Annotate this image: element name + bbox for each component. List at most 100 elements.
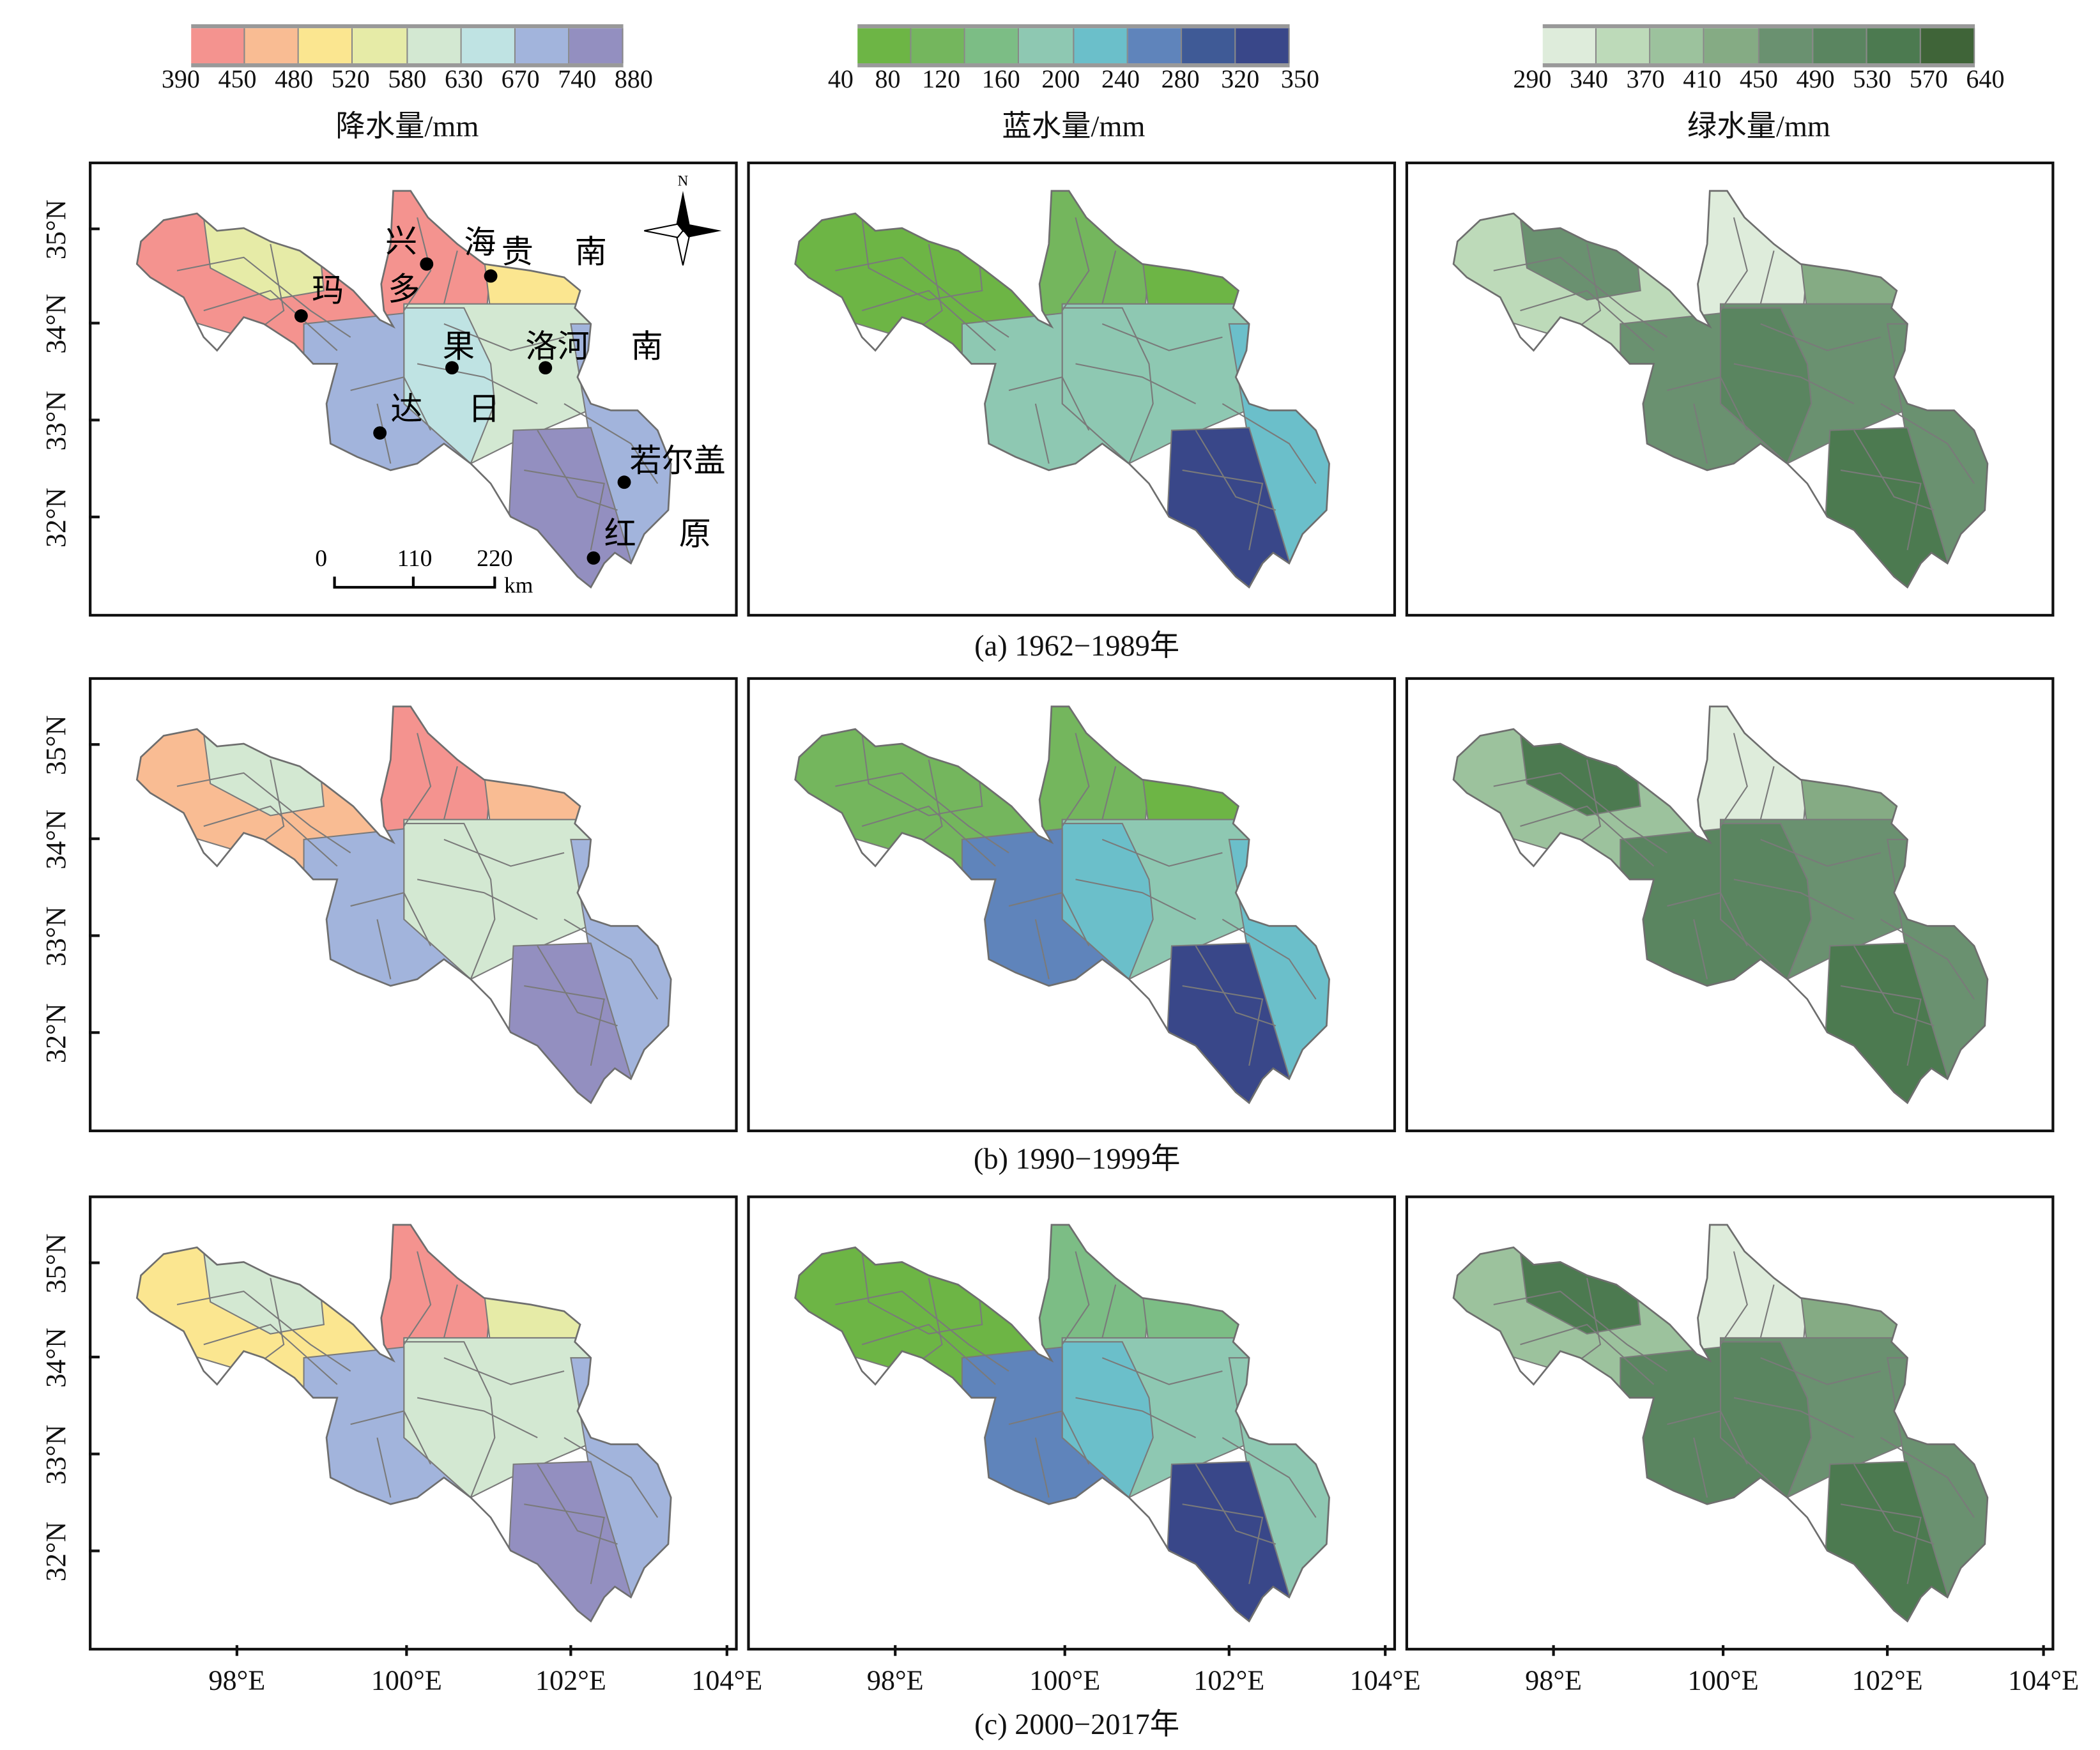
subbasin-boundary [417, 879, 538, 920]
subbasin-boundary [1840, 469, 1922, 551]
subbasin-boundary [1759, 1284, 1775, 1339]
legend-swatch [461, 28, 516, 64]
subbasin-zone [1693, 1224, 1808, 1362]
legend-swatch [911, 28, 966, 64]
legend-tick-label: 640 [1966, 66, 2005, 95]
subbasin-boundary [1075, 363, 1197, 404]
subbasin-boundary [350, 1410, 431, 1465]
subbasin-boundary [1720, 217, 1748, 311]
subbasin-boundary [915, 759, 943, 847]
subbasin-zone [1034, 190, 1150, 328]
legend-tick-label: 480 [275, 66, 314, 95]
lat-label: 32°N [40, 1003, 72, 1064]
place-label: 原 [679, 516, 711, 553]
lon-label: 104°E [691, 1664, 763, 1696]
subbasin-boundary [256, 759, 285, 847]
lon-label: 98°E [1525, 1664, 1583, 1696]
legend-swatch [1597, 28, 1651, 64]
subbasin-boundary [1759, 766, 1775, 820]
basin-outline [1452, 190, 1989, 589]
subbasin-boundary [524, 469, 605, 551]
place-label: 日 [468, 390, 500, 427]
legend-swatch [1073, 28, 1128, 64]
place-label: 兴 [385, 223, 417, 260]
subbasin-boundary [1195, 945, 1276, 1027]
lon-tick [1886, 1645, 1889, 1656]
lat-label: 33°N [40, 390, 72, 451]
legend-tick-label: 490 [1796, 66, 1835, 95]
map-precipitation-1962-1989: 兴多海贵南玛果洛河南达日若尔盖红原 N 0 110 220 km [89, 161, 738, 617]
lat-tick [89, 1355, 100, 1359]
caption-c: (c) 2000−2017年 [974, 1707, 1180, 1741]
legend-colorbar [1542, 24, 1975, 68]
lon-tick [1063, 1645, 1066, 1656]
subbasin-boundary [1101, 1284, 1117, 1339]
subbasin-boundary [563, 918, 659, 1000]
station-dot [586, 551, 601, 565]
subbasin-zone [376, 1224, 492, 1362]
subbasin-boundary [1222, 403, 1317, 484]
subbasin-boundary [1733, 1397, 1855, 1439]
lon-tick [1552, 1645, 1555, 1656]
caption-a: (a) 1962−1989年 [974, 629, 1180, 663]
subbasin-boundary [1853, 429, 1935, 511]
legend-swatch [299, 28, 353, 64]
lon-tick [894, 1645, 897, 1656]
legend-tick-label: 290 [1513, 66, 1552, 95]
legend-swatch [245, 28, 300, 64]
station-dot [420, 257, 434, 271]
legend-swatch [1542, 28, 1597, 64]
lat-label: 33°N [40, 1424, 72, 1485]
lat-label: 34°N [40, 293, 72, 354]
legend-swatch [1127, 28, 1182, 64]
subbasin-boundary [1880, 403, 1975, 484]
basin-outline [1452, 1224, 1989, 1623]
subbasin-boundary [1693, 1437, 1708, 1498]
subbasin-boundary [1101, 1357, 1223, 1385]
subbasin-boundary [1880, 1437, 1975, 1518]
map-blue-water-2000-2017 [747, 1195, 1397, 1651]
lon-label: 98°E [208, 1664, 266, 1696]
subbasin-zone [1693, 190, 1808, 328]
subbasin-boundary [1101, 766, 1117, 820]
subbasin-boundary [537, 429, 618, 511]
legend-tick-label: 160 [981, 66, 1020, 95]
subbasin-boundary [1520, 289, 1655, 351]
legend-title: 绿水量/mm [1687, 109, 1830, 143]
subbasin-boundary [1075, 879, 1197, 920]
subbasin-boundary [835, 1290, 1009, 1372]
lon-label: 102°E [535, 1664, 606, 1696]
subbasin-boundary [1840, 1503, 1922, 1585]
map-blue-water-1990-1999 [747, 677, 1397, 1133]
lat-tick [89, 321, 100, 325]
legend-swatch [1019, 28, 1074, 64]
station-dot [484, 269, 498, 283]
station-dot [539, 361, 553, 375]
legend-swatch [1813, 28, 1867, 64]
legend-colorbar [857, 24, 1290, 68]
subbasin-boundary [403, 217, 432, 311]
legend-swatch [1650, 28, 1705, 64]
subbasin-boundary [1693, 403, 1708, 464]
basin-outline [135, 190, 672, 589]
subbasin-boundary [1667, 376, 1748, 431]
legend-tick-label: 370 [1626, 66, 1665, 95]
legend-tick-label: 40 [827, 66, 854, 95]
subbasin-boundary [1034, 919, 1050, 979]
subbasin-boundary [417, 1397, 538, 1439]
scale-label: 110 [397, 546, 432, 572]
station-dot [617, 475, 631, 489]
legend-title: 降水量/mm [335, 109, 479, 143]
legend-tick-label: 670 [501, 66, 540, 95]
subbasin-boundary [1008, 1410, 1090, 1465]
subbasin-boundary [1222, 1437, 1317, 1518]
place-label: 若尔盖 [629, 442, 725, 479]
legend-tick-label: 280 [1161, 66, 1200, 95]
caption-b: (b) 1990−1999年 [973, 1141, 1181, 1176]
subbasin-boundary [861, 289, 996, 351]
legend-tick-label: 320 [1221, 66, 1260, 95]
subbasin-boundary [1759, 250, 1775, 304]
lat-label: 35°N [40, 199, 72, 260]
legend-swatch [353, 28, 408, 64]
legend-swatch [857, 28, 912, 64]
